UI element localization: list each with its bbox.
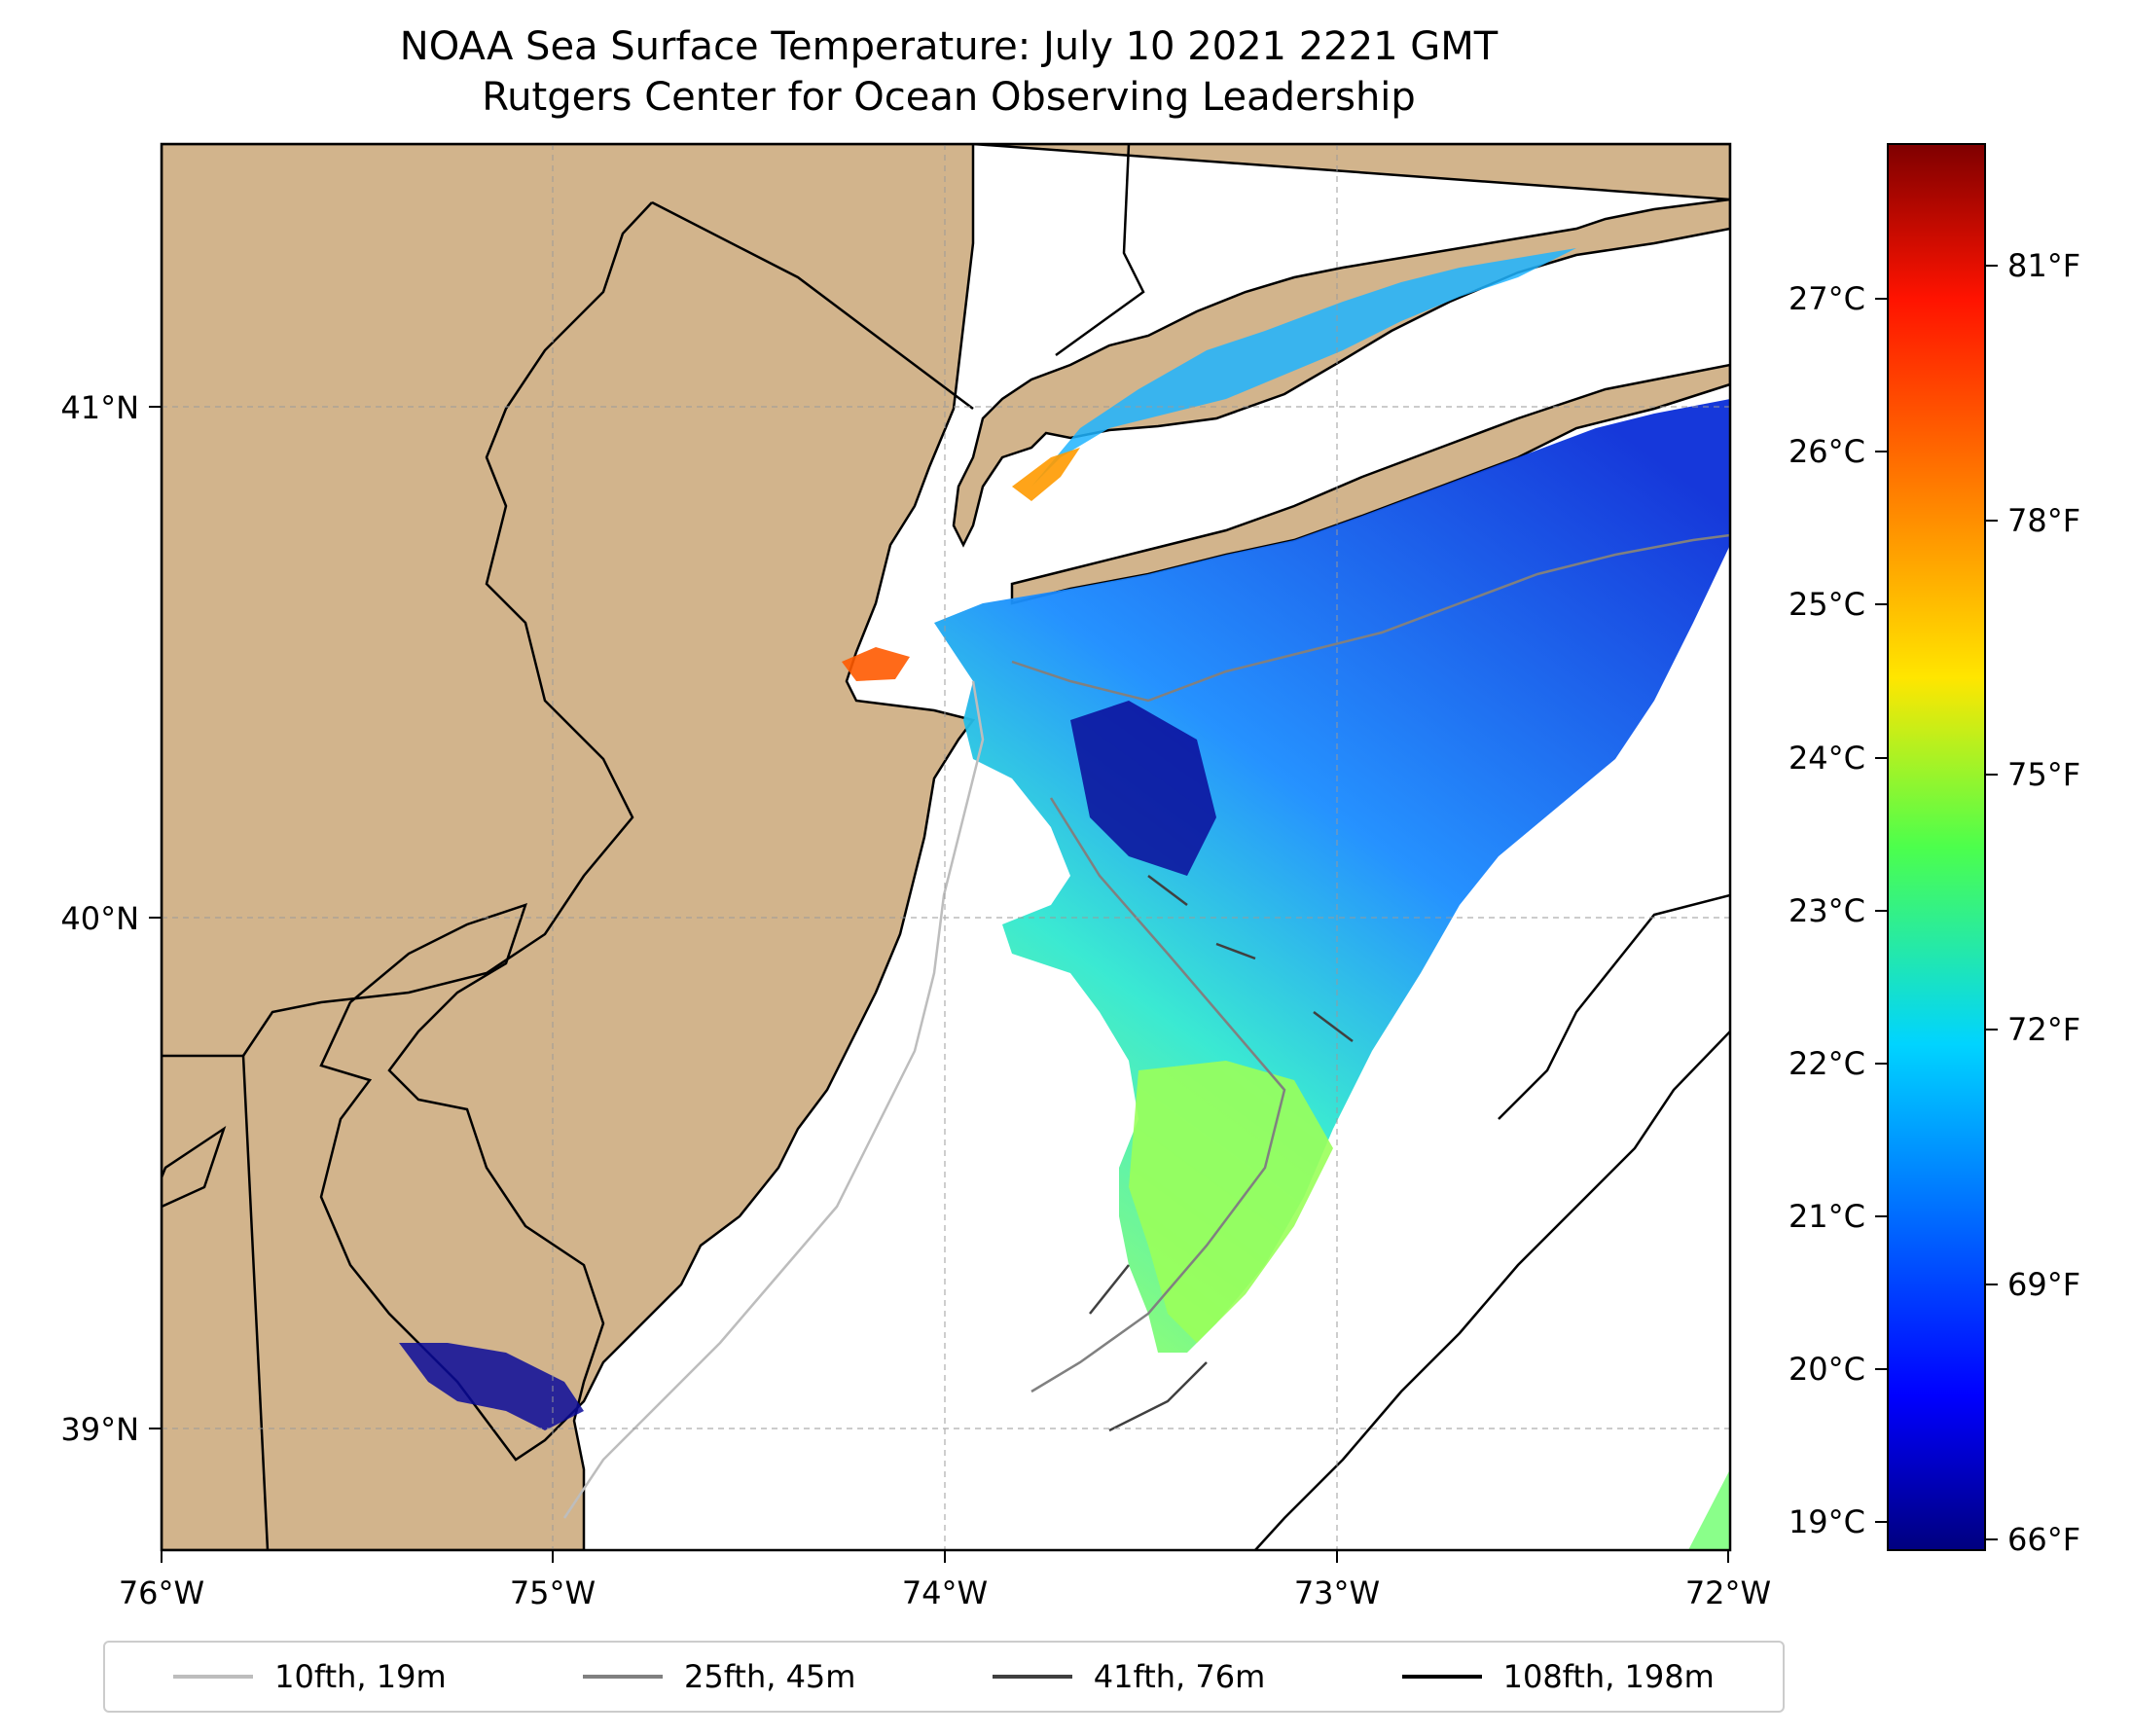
celsius-tick-27: 27°C <box>1789 280 1865 317</box>
isobath-108fth <box>1254 893 1730 1550</box>
sst-delaware-bay <box>399 1343 584 1430</box>
legend-swatch-41fth <box>992 1675 1072 1679</box>
lon-tick-75: 75°W <box>510 1574 596 1611</box>
lon-tick-73: 73°W <box>1294 1574 1380 1611</box>
legend-label-10fth: 10fth, 19m <box>274 1658 447 1695</box>
legend-label-108fth: 108fth, 198m <box>1502 1658 1715 1695</box>
legend-swatch-10fth <box>173 1675 254 1679</box>
title-line-1: NOAA Sea Surface Temperature: July 10 20… <box>399 24 1499 69</box>
fahrenheit-tick-72: 72°F <box>2007 1011 2080 1048</box>
legend-item-108fth: 108fth, 198m <box>1401 1658 1715 1695</box>
isobath-10fth <box>562 680 985 1519</box>
sst-south-corner <box>1688 1469 1730 1550</box>
celsius-tick-24: 24°C <box>1789 740 1865 777</box>
state-border-ny-ct <box>1055 144 1145 357</box>
sst-warm-patch <box>1129 1061 1333 1343</box>
map-title: NOAA Sea Surface Temperature: July 10 20… <box>0 21 1897 123</box>
lat-tick-39: 39°N <box>60 1411 139 1448</box>
celsius-tick-20: 20°C <box>1789 1351 1865 1388</box>
colorbar <box>1887 143 1986 1551</box>
fahrenheit-tick-81: 81°F <box>2007 247 2080 284</box>
y-axis: 41°N 40°N 39°N <box>60 389 162 1448</box>
isobath-25fth <box>1011 533 1730 1393</box>
map-gridlines <box>162 144 1730 1550</box>
celsius-tick-26: 26°C <box>1789 433 1865 470</box>
colorbar-celsius-axis: 27°C 26°C 25°C 24°C 23°C 22°C 21°C 20°C … <box>1789 280 1888 1540</box>
fahrenheit-tick-75: 75°F <box>2007 756 2080 793</box>
isobath-41fth <box>1089 875 1354 1432</box>
legend-item-10fth: 10fth, 19m <box>173 1658 447 1695</box>
lon-tick-76: 76°W <box>119 1574 204 1611</box>
legend-item-25fth: 25fth, 45m <box>582 1658 856 1695</box>
isobath-legend: 10fth, 19m 25fth, 45m 41fth, 76m 108fth,… <box>103 1641 1785 1713</box>
legend-label-25fth: 25fth, 45m <box>683 1658 856 1695</box>
land-delaware-bay-west <box>162 1125 227 1209</box>
celsius-tick-21: 21°C <box>1789 1198 1865 1235</box>
sst-hot-spot-harbor <box>842 647 910 681</box>
legend-swatch-108fth <box>1401 1675 1482 1679</box>
fahrenheit-tick-66: 66°F <box>2007 1521 2080 1558</box>
fahrenheit-tick-78: 78°F <box>2007 502 2080 539</box>
lat-tick-40: 40°N <box>60 900 139 937</box>
land-new-jersey <box>162 144 976 1550</box>
lon-tick-72: 72°W <box>1685 1574 1771 1611</box>
sst-cold-patch <box>1070 701 1216 876</box>
legend-label-41fth: 41fth, 76m <box>1093 1658 1266 1695</box>
sst-hot-spot-sound <box>1012 448 1080 501</box>
colorbar-fahrenheit-axis: 81°F 78°F 75°F 72°F 69°F 66°F <box>1985 247 2080 1558</box>
state-border-ny-nj <box>651 200 974 410</box>
sst-field-main <box>934 399 1730 1353</box>
title-line-2: Rutgers Center for Ocean Observing Leade… <box>482 75 1416 120</box>
celsius-tick-22: 22°C <box>1789 1045 1865 1082</box>
fahrenheit-tick-69: 69°F <box>2007 1266 2080 1303</box>
lat-tick-41: 41°N <box>60 389 139 426</box>
celsius-tick-23: 23°C <box>1789 892 1865 929</box>
sst-long-island-sound <box>1031 248 1576 487</box>
legend-swatch-25fth <box>582 1675 663 1679</box>
celsius-tick-25: 25°C <box>1789 586 1865 623</box>
celsius-tick-19: 19°C <box>1789 1503 1865 1540</box>
state-border-nj-pa <box>241 201 653 1057</box>
x-axis: 76°W 75°W 74°W 73°W 72°W <box>119 1550 1771 1611</box>
lon-tick-74: 74°W <box>902 1574 988 1611</box>
legend-item-41fth: 41fth, 76m <box>992 1658 1266 1695</box>
